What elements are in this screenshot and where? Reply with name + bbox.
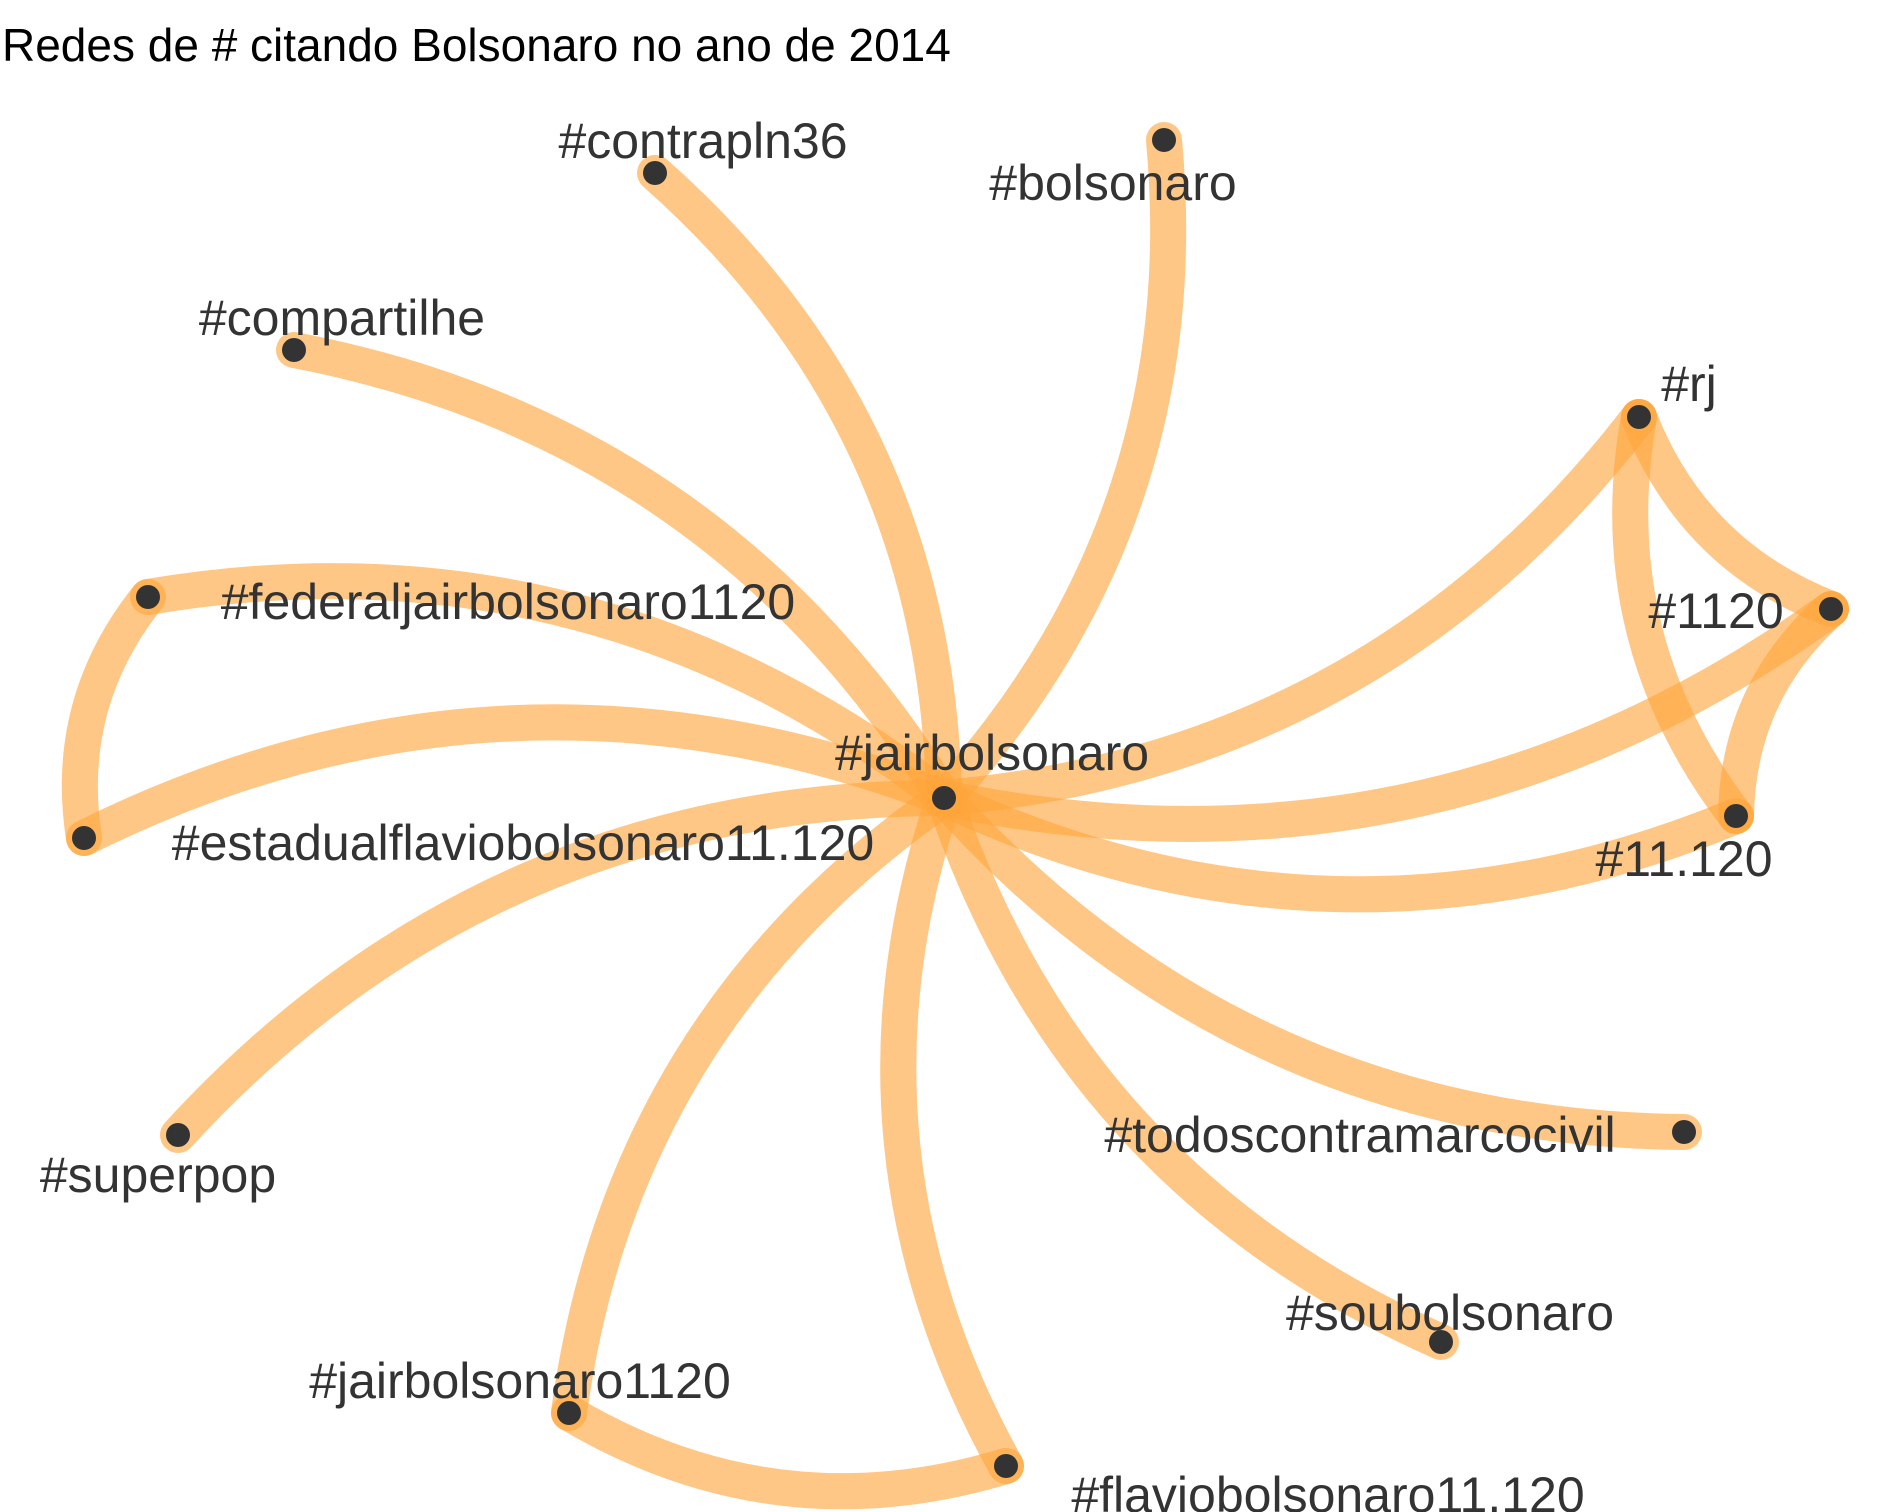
node-rj — [1627, 405, 1651, 429]
chart-title: Redes de # citando Bolsonaro no ano de 2… — [2, 19, 951, 71]
node-jairbolsonaro — [932, 786, 956, 810]
node-flaviobolsonaro11120 — [994, 1454, 1018, 1478]
edge-rj-11120 — [1612, 399, 1754, 834]
node-label-bolsonaro: #bolsonaro — [989, 155, 1236, 211]
node-jairbolsonaro1120 — [557, 1401, 581, 1425]
edge-jairbolsonaro-rj — [926, 399, 1657, 816]
node-label-superpop: #superpop — [40, 1147, 276, 1203]
node-bolsonaro — [1152, 128, 1176, 152]
node-label-estadualflaviobolsonaro11120: #estadualflaviobolsonaro11.120 — [172, 815, 874, 871]
node-soubolsonaro — [1429, 1330, 1453, 1354]
node-compartilhe — [282, 338, 306, 362]
node-label-jairbolsonaro: #jairbolsonaro — [835, 725, 1149, 781]
edges-layer — [61, 122, 1849, 1510]
edge-1120-11120 — [1718, 591, 1849, 834]
node-label-1120: #1120 — [1648, 583, 1783, 639]
node-label-flaviobolsonaro11120: #flaviobolsonaro11.120 — [1071, 1467, 1584, 1512]
edge-jairbolsonaro1120-flaviobolsonaro11120 — [551, 1395, 1024, 1510]
node-estadualflaviobolsonaro11120 — [72, 826, 96, 850]
edge-jairbolsonaro-estadualflaviobolsonaro11120 — [66, 704, 962, 856]
edge-jairbolsonaro-flaviobolsonaro11120 — [880, 780, 1024, 1484]
node-contrapln36 — [643, 161, 667, 185]
edge-jairbolsonaro-11120 — [926, 780, 1754, 913]
edge-jairbolsonaro-contrapln36 — [637, 155, 962, 816]
node-label-federaljairbolsonaro1120: #federaljairbolsonaro1120 — [221, 574, 796, 630]
edge-jairbolsonaro-superpop — [160, 780, 962, 1153]
edge-jairbolsonaro-soubolsonaro — [926, 780, 1459, 1360]
node-label-todoscontramarcocivil: #todoscontramarcocivil — [1104, 1107, 1615, 1163]
node-label-11120: #11.120 — [1595, 831, 1772, 887]
edge-jairbolsonaro-1120 — [926, 591, 1849, 842]
edge-federaljairbolsonaro1120-estadualflaviobolsonaro11120 — [61, 579, 166, 856]
node-11120 — [1724, 804, 1748, 828]
edge-jairbolsonaro-jairbolsonaro1120 — [551, 780, 962, 1431]
labels-layer: #jairbolsonaro #contrapln36 #bolsonaro #com… — [40, 113, 1784, 1512]
node-label-jairbolsonaro1120: #jairbolsonaro1120 — [309, 1353, 731, 1409]
edge-jairbolsonaro-compartilhe — [276, 332, 962, 816]
node-1120 — [1819, 597, 1843, 621]
nodes-layer — [72, 128, 1843, 1478]
edge-jairbolsonaro-bolsonaro — [926, 122, 1187, 816]
node-label-rj: #rj — [1661, 356, 1717, 412]
node-superpop — [166, 1123, 190, 1147]
node-label-contrapln36: #contrapln36 — [558, 113, 847, 169]
node-todoscontramarcocivil — [1672, 1120, 1696, 1144]
edge-rj-1120 — [1621, 399, 1849, 627]
node-label-compartilhe: #compartilhe — [199, 290, 485, 346]
node-federaljairbolsonaro1120 — [136, 585, 160, 609]
edge-jairbolsonaro-federaljairbolsonaro1120 — [130, 563, 962, 816]
edge-jairbolsonaro-todoscontramarcocivil — [926, 780, 1702, 1150]
node-label-soubolsonaro: #soubolsonaro — [1286, 1285, 1614, 1341]
